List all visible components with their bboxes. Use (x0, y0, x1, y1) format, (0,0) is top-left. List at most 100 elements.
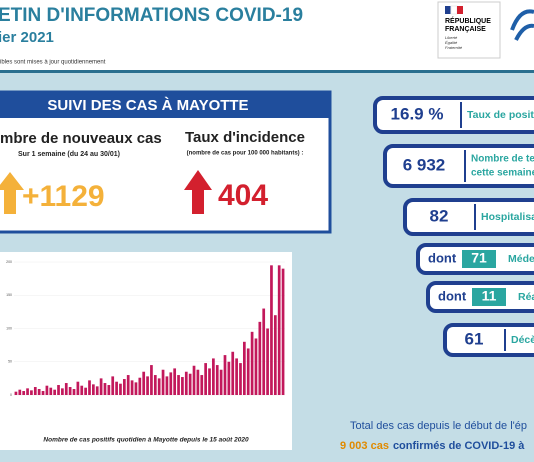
bar (14, 391, 18, 395)
motto: Liberté (445, 35, 458, 40)
bar (45, 385, 49, 395)
y-tick-label: 150 (6, 293, 12, 297)
up-arrow (184, 170, 212, 214)
motto: Fraternité (445, 45, 463, 50)
indicator-label: Nombre de tests (471, 154, 534, 165)
indicator-label: cette semaine (471, 168, 534, 179)
y-tick-label: 0 (10, 393, 12, 397)
bar (68, 387, 72, 395)
bar (22, 391, 26, 395)
indicator-value: 61 (465, 329, 484, 348)
y-tick-label: 50 (8, 360, 12, 364)
indicators: 16.9 % Taux de positi 6 932 Nombre de tests… (373, 96, 534, 357)
bar (181, 377, 184, 395)
bar (80, 385, 84, 395)
bar (254, 338, 258, 395)
bar (146, 376, 149, 395)
indicator-value-bg (462, 250, 496, 268)
bar (157, 378, 161, 395)
new-cases-label: mbre de nouveaux cas (0, 130, 162, 147)
bar (111, 376, 115, 395)
bar (76, 381, 80, 395)
flag-red (457, 6, 463, 14)
bar (258, 321, 262, 395)
indicator-label: Décès (511, 334, 534, 346)
chart-caption: Nombre de cas positifs quotidien à Mayot… (43, 437, 249, 444)
indicator-label: Médec (508, 253, 534, 265)
bar (92, 384, 95, 395)
bar (173, 368, 177, 395)
bar (270, 265, 273, 395)
bar (200, 375, 204, 395)
bar (126, 375, 130, 395)
logo-text: FRANÇAISE (445, 26, 486, 33)
bar (215, 365, 219, 395)
bar (41, 391, 45, 395)
bar (150, 365, 153, 395)
flag-blue (445, 6, 451, 14)
total-rest: confirmés de COVID-19 à (393, 440, 525, 452)
indicator-prefix: dont (438, 288, 467, 303)
bar (64, 383, 68, 395)
bar (192, 365, 196, 395)
bar-chart: 0 50 100 150 200 (6, 260, 285, 397)
bar (57, 385, 60, 395)
logo-text: RÉPUBLIQUE (445, 16, 491, 25)
title: ETIN D'INFORMATIONS COVID-19 (0, 5, 303, 26)
y-tick-label: 200 (6, 260, 12, 264)
bar (273, 315, 277, 395)
total-count: 9 003 cas confirmés de COVID-19 à (340, 440, 525, 452)
motto: Égalité (445, 40, 458, 45)
bar (165, 376, 169, 395)
indicator-pill (383, 144, 534, 188)
bar (119, 383, 122, 395)
indicator-pill (403, 198, 534, 236)
bar (231, 351, 235, 395)
bar (277, 265, 281, 395)
bar (188, 373, 192, 395)
bar (115, 381, 118, 395)
bar (219, 369, 223, 395)
bar (107, 385, 111, 395)
new-cases-value: +1129 (22, 180, 105, 213)
bar (103, 383, 107, 395)
bar (281, 268, 285, 395)
y-tick-label: 100 (6, 326, 12, 330)
bar (95, 386, 99, 395)
bar (53, 389, 57, 395)
indicator-prefix: dont (428, 250, 457, 265)
bar (99, 378, 103, 395)
bar (33, 387, 37, 395)
cases-box-title: SUIVI DES CAS À MAYOTTE (47, 97, 248, 114)
bar (184, 371, 188, 395)
indicator-value-bg (472, 288, 506, 306)
bar (208, 368, 211, 395)
indicator-value: 6 932 (403, 155, 446, 174)
bar (262, 308, 266, 395)
up-arrow (0, 172, 24, 214)
indicator-label: Hospitalisat (481, 211, 534, 223)
bar (18, 389, 22, 395)
bar (235, 358, 238, 395)
note: ibles sont mises à jour quotidiennement (0, 60, 106, 66)
bar (122, 379, 126, 395)
bar (204, 363, 207, 395)
bar (242, 341, 246, 395)
bar (26, 388, 29, 395)
indicator-pill (443, 323, 534, 357)
incidence-sub: (nombre de cas pour 100 000 habitants) : (187, 151, 304, 157)
bar (196, 369, 200, 395)
bar (250, 331, 254, 395)
bar (266, 328, 269, 395)
bar (169, 372, 173, 395)
bar (153, 375, 157, 395)
date: ier 2021 (0, 29, 54, 46)
incidence-value: 404 (218, 179, 268, 212)
indicator-label: Réani (518, 291, 534, 303)
indicator-pill (373, 96, 534, 134)
indicator-value: 71 (471, 250, 487, 266)
bar (223, 355, 227, 395)
bar (161, 369, 165, 395)
bar (84, 387, 87, 395)
